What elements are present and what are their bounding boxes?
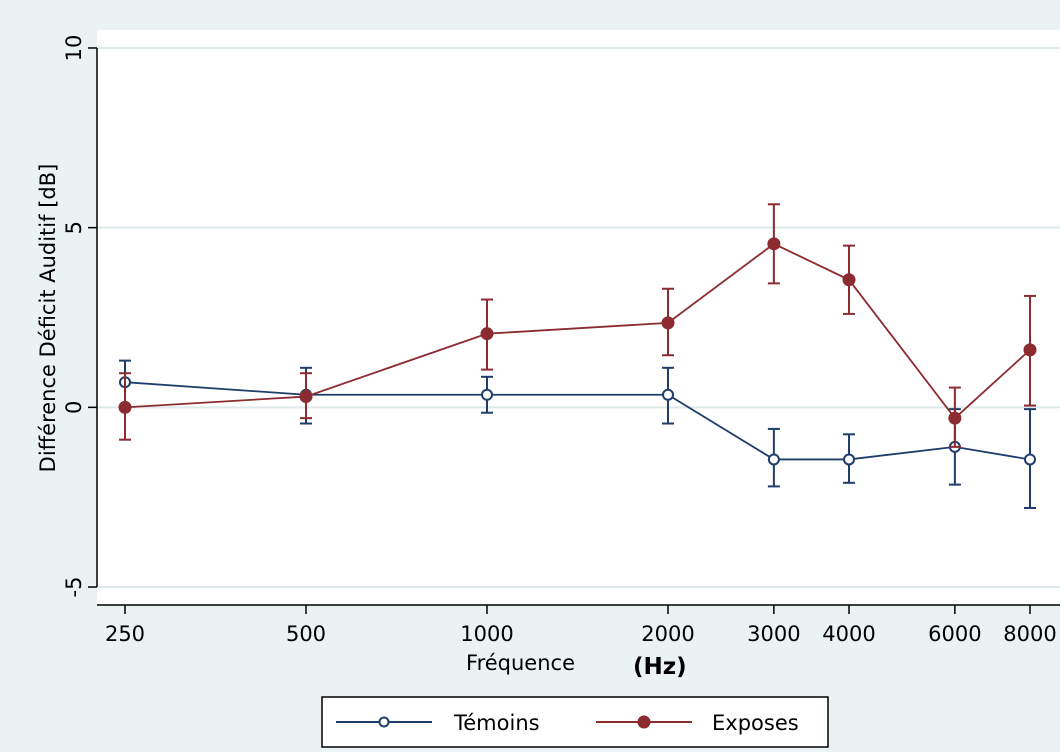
x-tick-label: 4000 <box>822 622 875 646</box>
data-point <box>301 391 312 402</box>
plot-area <box>97 30 1060 605</box>
data-point <box>1025 344 1036 355</box>
x-tick-label: 3000 <box>747 622 800 646</box>
x-axis-label: Fréquence <box>466 651 575 675</box>
data-point <box>1025 454 1035 464</box>
legend-label: Exposes <box>712 711 799 735</box>
x-tick-label: 1000 <box>460 622 513 646</box>
x-tick-label: 6000 <box>928 622 981 646</box>
y-axis-label: Différence Déficit Auditif [dB] <box>36 164 60 473</box>
data-point <box>768 238 779 249</box>
y-tick-label: 5 <box>62 221 86 234</box>
data-point <box>482 390 492 400</box>
y-tick-label: -5 <box>62 577 86 598</box>
x-tick-label: 8000 <box>1003 622 1056 646</box>
legend-label: Témoins <box>453 711 540 735</box>
x-tick-label: 500 <box>286 622 326 646</box>
x-tick-label: 2000 <box>641 622 694 646</box>
legend: Témoins Exposes <box>322 697 828 747</box>
x-axis-unit-label: (Hz) <box>633 654 687 680</box>
data-point <box>482 328 493 339</box>
y-tick-label: 10 <box>62 35 86 62</box>
data-point <box>844 454 854 464</box>
data-point <box>120 402 131 413</box>
x-tick-label: 250 <box>105 622 145 646</box>
legend-swatch-marker <box>639 717 650 728</box>
y-tick-label: 0 <box>62 401 86 414</box>
data-point <box>844 274 855 285</box>
data-point <box>949 413 960 424</box>
data-point <box>663 390 673 400</box>
legend-swatch-marker <box>380 718 389 727</box>
data-point <box>663 317 674 328</box>
data-point <box>769 454 779 464</box>
